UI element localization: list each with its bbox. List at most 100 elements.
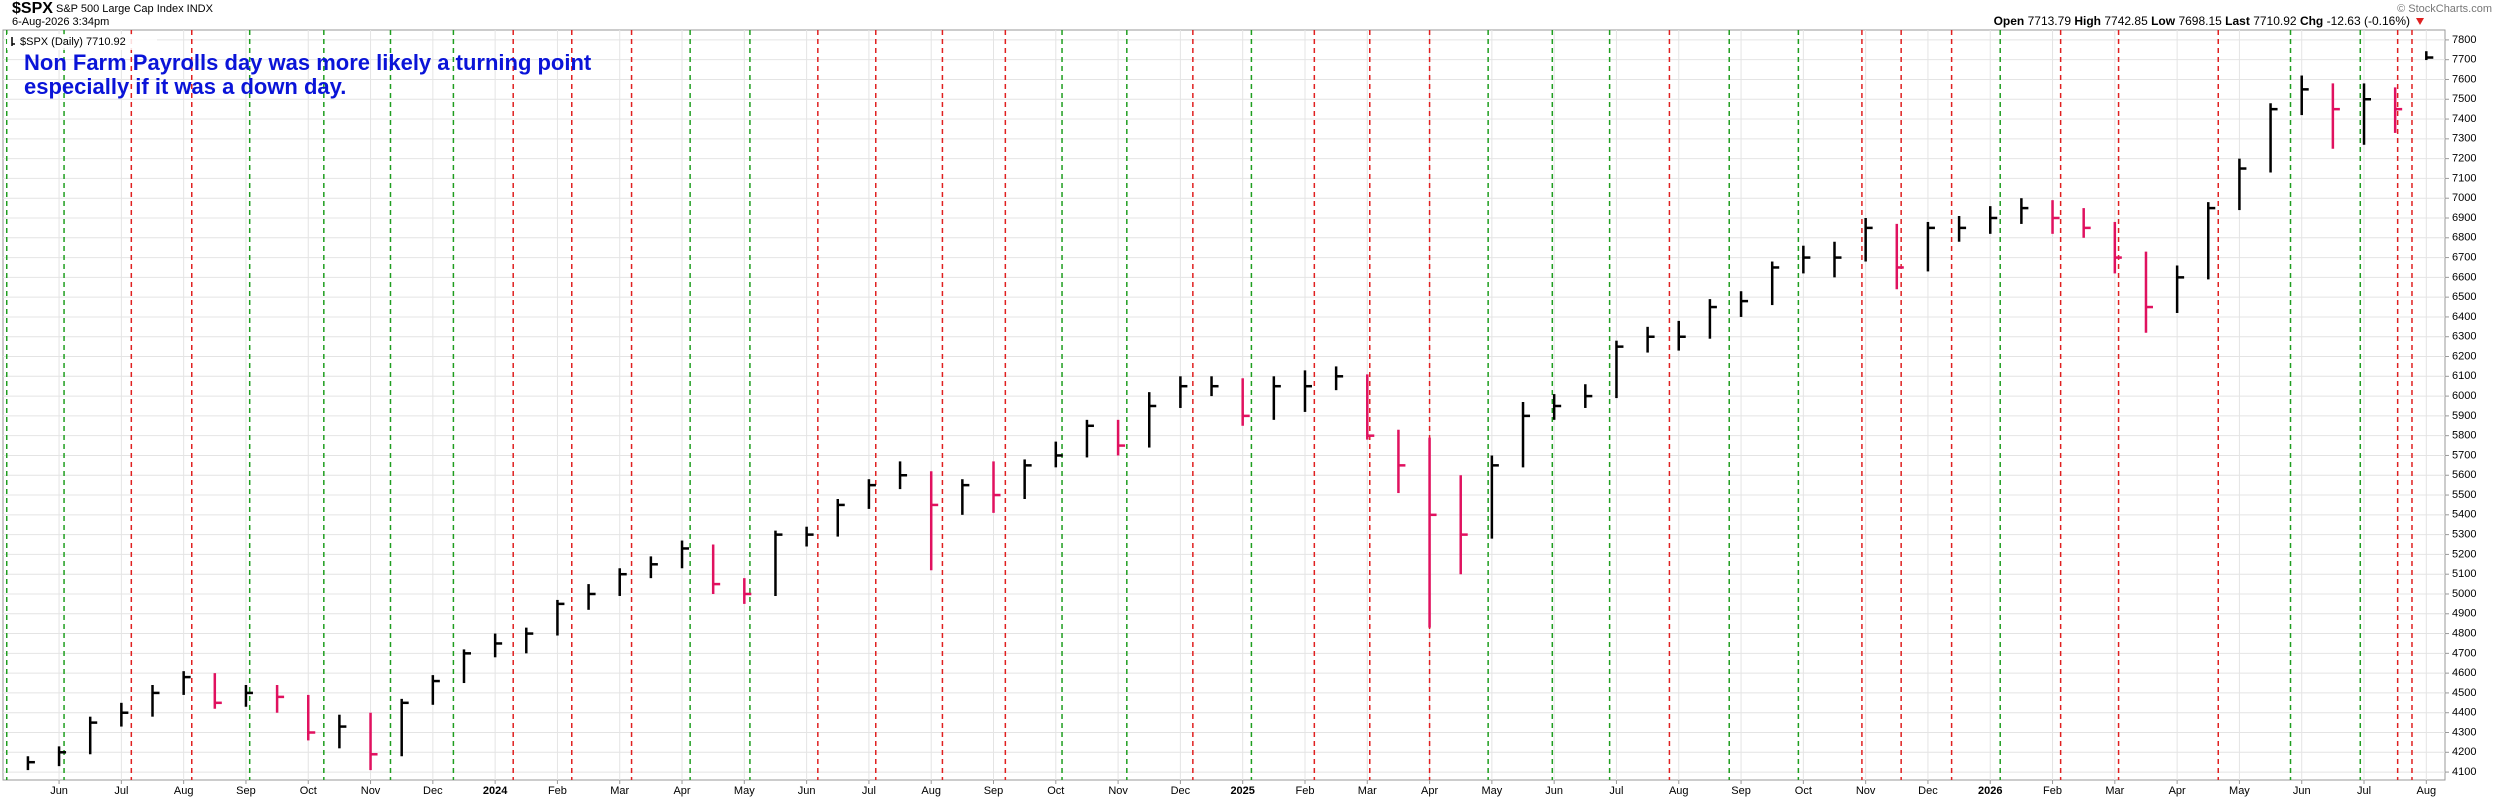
quote-label: High xyxy=(2074,14,2101,28)
x-tick-label: Jul xyxy=(114,785,128,797)
y-tick-label: 7200 xyxy=(2452,153,2476,165)
y-tick-label: 6500 xyxy=(2452,291,2476,303)
x-tick-label: Apr xyxy=(673,785,690,797)
down-arrow xyxy=(2416,18,2424,25)
y-tick-label: 7800 xyxy=(2452,34,2476,46)
quote: Open 7713.79 High 7742.85 Low 7698.15 La… xyxy=(1994,14,2410,28)
x-tick-label: May xyxy=(734,785,755,797)
x-tick-label: Dec xyxy=(1171,785,1191,797)
y-tick-label: 6400 xyxy=(2452,311,2476,323)
y-tick-label: 5300 xyxy=(2452,529,2476,541)
y-tick-label: 5700 xyxy=(2452,449,2476,461)
x-tick-label: Jun xyxy=(798,785,816,797)
legend-value: 7710.92 xyxy=(86,36,126,48)
legend-name: $SPX (Daily) xyxy=(20,36,83,48)
x-tick-label: Mar xyxy=(2105,785,2124,797)
plot-frame xyxy=(2,29,2446,781)
y-tick-label: 5800 xyxy=(2452,430,2476,442)
y-tick-label: 7500 xyxy=(2452,93,2476,105)
x-tick-label: Nov xyxy=(1856,785,1876,797)
y-tick-label: 7100 xyxy=(2452,172,2476,184)
quote-label: Last xyxy=(2225,14,2250,28)
x-tick-label: Oct xyxy=(300,785,317,797)
y-tick-label: 6100 xyxy=(2452,370,2476,382)
x-tick-label: Sep xyxy=(984,785,1004,797)
y-tick-label: 4100 xyxy=(2452,766,2476,778)
x-tick-label: Dec xyxy=(423,785,443,797)
y-tick-label: 4900 xyxy=(2452,608,2476,620)
y-tick-label: 4800 xyxy=(2452,627,2476,639)
x-tick-label: Apr xyxy=(2169,785,2186,797)
quote-label: Chg xyxy=(2300,14,2323,28)
quote-label: Low xyxy=(2151,14,2176,28)
x-tick-label: Sep xyxy=(1731,785,1751,797)
x-tick-label: Mar xyxy=(610,785,629,797)
y-tick-label: 7400 xyxy=(2452,113,2476,125)
y-tick-label: 4600 xyxy=(2452,667,2476,679)
annotation: Non Farm Payrolls day was more likely a … xyxy=(24,50,592,75)
y-tick-label: 6900 xyxy=(2452,212,2476,224)
nfp-lines xyxy=(5,30,2413,780)
index-name: S&P 500 Large Cap Index INDX xyxy=(56,3,214,15)
x-tick-label: Aug xyxy=(174,785,194,797)
legend-label: $SPX (Daily) 7710.92 xyxy=(20,36,126,48)
quote-value: 7713.79 xyxy=(2028,14,2072,28)
y-tick-label: 4200 xyxy=(2452,746,2476,758)
quote-value: 7698.15 xyxy=(2178,14,2222,28)
y-tick-label: 4500 xyxy=(2452,687,2476,699)
y-tick-label: 6000 xyxy=(2452,390,2476,402)
x-tick-label: Nov xyxy=(1108,785,1128,797)
credit: © StockCharts.com xyxy=(2397,3,2492,15)
x-tick-label: Aug xyxy=(1669,785,1689,797)
y-tick-label: 6800 xyxy=(2452,232,2476,244)
y-tick-label: 7300 xyxy=(2452,133,2476,145)
y-tick-label: 5400 xyxy=(2452,509,2476,521)
x-tick-label: Oct xyxy=(1047,785,1064,797)
quote-label: Open xyxy=(1994,14,2025,28)
y-tick-label: 6300 xyxy=(2452,331,2476,343)
x-tick-label: Sep xyxy=(236,785,256,797)
legend: $SPX (Daily) 7710.92 xyxy=(7,34,157,50)
y-tick-label: 6600 xyxy=(2452,271,2476,283)
x-tick-label: Oct xyxy=(1795,785,1812,797)
annotation: especially if it was a down day. xyxy=(24,74,346,99)
x-tick-label: May xyxy=(2229,785,2250,797)
y-tick-label: 5200 xyxy=(2452,548,2476,560)
x-tick-label: 2026 xyxy=(1978,785,2002,797)
quote-value: 7742.85 xyxy=(2104,14,2148,28)
datetime: 6-Aug-2026 3:34pm xyxy=(12,16,109,28)
x-tick-label: Mar xyxy=(1358,785,1377,797)
y-tick-label: 6700 xyxy=(2452,251,2476,263)
quote-value: 7710.92 xyxy=(2253,14,2297,28)
x-tick-label: Aug xyxy=(2417,785,2437,797)
y-tick-label: 5000 xyxy=(2452,588,2476,600)
x-tick-label: Jul xyxy=(2357,785,2371,797)
x-tick-label: Aug xyxy=(921,785,941,797)
grid xyxy=(3,30,2445,780)
y-tick-label: 5100 xyxy=(2452,568,2476,580)
quote-value: -12.63 xyxy=(2327,14,2361,28)
y-tick-label: 5900 xyxy=(2452,410,2476,422)
x-tick-label: Feb xyxy=(2043,785,2062,797)
y-tick-label: 6200 xyxy=(2452,350,2476,362)
x-tick-label: Jun xyxy=(50,785,68,797)
y-tick-label: 7700 xyxy=(2452,54,2476,66)
y-tick-label: 7600 xyxy=(2452,73,2476,85)
y-tick-label: 7000 xyxy=(2452,192,2476,204)
x-tick-label: May xyxy=(1481,785,1502,797)
x-tick-label: 2025 xyxy=(1230,785,1254,797)
x-tick-label: Nov xyxy=(361,785,381,797)
x-tick-label: Jul xyxy=(862,785,876,797)
x-tick-label: Jun xyxy=(1545,785,1563,797)
quote-value: (-0.16%) xyxy=(2364,14,2410,28)
x-tick-label: Feb xyxy=(1296,785,1315,797)
x-tick-label: Feb xyxy=(548,785,567,797)
legend-bg xyxy=(7,34,157,50)
y-tick-label: 5500 xyxy=(2452,489,2476,501)
y-tick-label: 4700 xyxy=(2452,647,2476,659)
legend-icon xyxy=(11,37,15,46)
symbol: $SPX xyxy=(12,0,53,17)
x-tick-label: Dec xyxy=(1918,785,1938,797)
